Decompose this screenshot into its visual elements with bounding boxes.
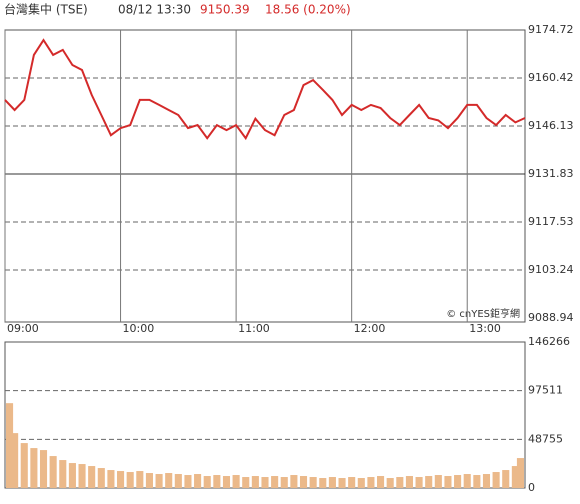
volume-bar [213, 475, 221, 488]
volume-bar [338, 478, 346, 488]
volume-bar [126, 472, 134, 488]
price-line [4, 38, 526, 141]
x-tick-label: 12:00 [354, 322, 386, 335]
volume-bar [11, 433, 19, 488]
volume-bar [377, 476, 385, 488]
volume-bar [502, 470, 510, 488]
volume-bar [49, 456, 57, 488]
volume-bar [30, 448, 38, 488]
volume-bar [165, 473, 173, 488]
quote-change: 18.56 (0.20%) [265, 3, 351, 17]
volume-bar [463, 474, 471, 488]
volume-bar [194, 474, 202, 488]
volume-bar [117, 471, 125, 488]
y-tick-label: 146266 [528, 335, 570, 348]
x-tick-label: 11:00 [238, 322, 270, 335]
volume-bar [434, 475, 442, 488]
volume-bar [516, 458, 524, 488]
volume-bar [444, 476, 452, 488]
index-title: 台灣集中 (TSE) [4, 2, 88, 17]
volume-bar [454, 475, 462, 488]
volume-bar [271, 476, 279, 488]
volume-bar [184, 475, 192, 488]
volume-bar [97, 468, 105, 488]
volume-bar [222, 476, 231, 488]
volume-bar [78, 464, 86, 488]
y-tick-label: 9117.53 [528, 215, 574, 228]
volume-bar [107, 470, 115, 488]
volume-bar [386, 478, 394, 488]
quote-time: 08/12 13:30 [118, 3, 191, 17]
x-tick-label: 09:00 [7, 322, 39, 335]
volume-bar [39, 450, 48, 488]
volume-bar [511, 466, 519, 488]
y-tick-label: 9088.94 [528, 311, 574, 324]
volume-bar [492, 472, 500, 488]
volume-bar [473, 475, 481, 488]
volume-bar [357, 478, 365, 488]
y-tick-label: 97511 [528, 384, 563, 397]
volume-bar [251, 476, 259, 488]
y-tick-label: 9131.83 [528, 167, 574, 180]
quote-price: 9150.39 [200, 3, 250, 17]
y-tick-label: 9146.13 [528, 119, 574, 132]
volume-bar [145, 473, 153, 488]
volume-bar [6, 403, 14, 488]
volume-bar [309, 477, 317, 488]
y-tick-label: 48755 [528, 432, 563, 445]
volume-bar [174, 474, 182, 488]
volume-bar [203, 476, 211, 488]
volume-bar [299, 476, 308, 488]
volume-bar [59, 460, 67, 488]
volume-bar [425, 476, 433, 488]
volume-bar [367, 477, 375, 488]
volume-bar [242, 477, 250, 488]
x-tick-label: 10:00 [123, 322, 155, 335]
y-tick-label: 9103.24 [528, 263, 574, 276]
volume-bar [405, 476, 413, 488]
volume-bar [280, 477, 288, 488]
volume-bar [319, 478, 327, 488]
volume-bar [136, 471, 144, 488]
y-tick-label: 9160.42 [528, 71, 574, 84]
x-tick-label: 13:00 [469, 322, 501, 335]
volume-bar [415, 477, 423, 488]
volume-bar [155, 474, 163, 488]
volume-bar [396, 477, 404, 488]
volume-bar [88, 466, 96, 488]
volume-bar [328, 477, 336, 488]
volume-bar [68, 463, 76, 488]
volume-bar [290, 475, 298, 488]
volume-bar [348, 477, 356, 488]
volume-bar [232, 475, 240, 488]
volume-bar [261, 477, 269, 488]
y-tick-label: 0 [528, 481, 535, 494]
volume-bar [20, 443, 28, 488]
volume-bar [482, 474, 491, 488]
y-tick-label: 9174.72 [528, 23, 574, 36]
watermark: © cnYES鉅亨網 [446, 307, 520, 320]
